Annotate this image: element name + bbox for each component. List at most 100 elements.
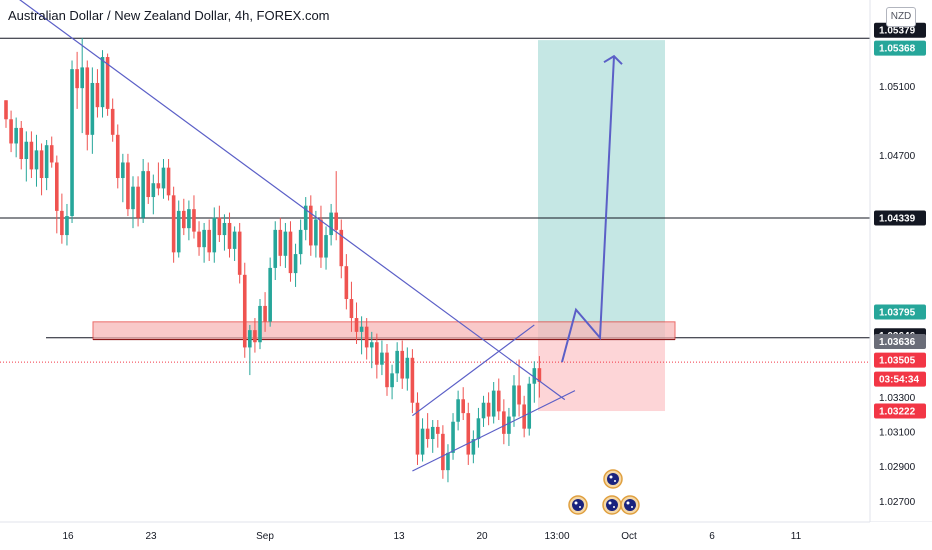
descending-trendline[interactable] (6, 0, 566, 401)
candle[interactable] (359, 326, 364, 332)
candle[interactable] (273, 229, 278, 268)
candle[interactable] (197, 231, 201, 248)
currency-badge[interactable]: NZD (886, 7, 916, 27)
candle[interactable] (192, 209, 196, 232)
candle[interactable] (380, 352, 384, 365)
candle[interactable] (527, 383, 532, 429)
candle[interactable] (100, 57, 105, 108)
candle[interactable] (161, 167, 166, 189)
candle[interactable] (90, 82, 95, 135)
candle[interactable] (293, 254, 298, 274)
australia-flag-icon[interactable] (620, 495, 640, 515)
candle[interactable] (237, 231, 242, 275)
candle[interactable] (4, 100, 8, 120)
candle[interactable] (537, 368, 542, 382)
candle[interactable] (227, 222, 232, 249)
candle[interactable] (60, 210, 64, 236)
channel-trendline[interactable] (412, 390, 576, 472)
candle[interactable] (75, 69, 79, 89)
candle[interactable] (303, 205, 308, 230)
candle[interactable] (532, 368, 537, 384)
candle[interactable] (375, 342, 379, 365)
candle[interactable] (344, 266, 349, 300)
candle[interactable] (425, 428, 430, 440)
price-axis[interactable] (870, 0, 932, 522)
candle[interactable] (202, 229, 206, 248)
candle[interactable] (253, 330, 257, 343)
candle[interactable] (298, 229, 303, 255)
candle[interactable] (441, 433, 445, 471)
candle[interactable] (95, 82, 100, 108)
candle[interactable] (430, 426, 435, 440)
projection-path[interactable] (561, 56, 615, 363)
candle[interactable] (126, 162, 130, 210)
candle[interactable] (410, 357, 415, 403)
australia-flag-icon[interactable] (568, 495, 588, 515)
candle[interactable] (405, 357, 410, 379)
candle[interactable] (187, 209, 191, 229)
candle[interactable] (369, 342, 374, 348)
candle[interactable] (288, 231, 293, 274)
candle[interactable] (49, 145, 54, 163)
candle[interactable] (19, 127, 24, 160)
channel-trendline[interactable] (412, 324, 535, 417)
candle[interactable] (9, 119, 13, 144)
candle[interactable] (29, 141, 34, 170)
candle[interactable] (354, 318, 359, 332)
candle[interactable] (471, 439, 476, 455)
candle[interactable] (105, 57, 110, 109)
candle[interactable] (232, 231, 237, 249)
candle[interactable] (14, 127, 18, 144)
candle[interactable] (283, 231, 288, 256)
candle[interactable] (222, 222, 227, 236)
candle[interactable] (70, 69, 74, 217)
candle[interactable] (329, 212, 333, 236)
candle[interactable] (451, 421, 455, 453)
candle[interactable] (85, 67, 90, 135)
plot-area[interactable] (0, 0, 870, 522)
candle[interactable] (481, 402, 486, 419)
candle[interactable] (217, 217, 222, 236)
candle[interactable] (65, 216, 69, 236)
candle[interactable] (151, 183, 156, 198)
candle[interactable] (456, 399, 460, 422)
candle[interactable] (166, 167, 171, 196)
candle[interactable] (131, 186, 135, 210)
candle[interactable] (110, 108, 115, 135)
candle[interactable] (502, 411, 506, 434)
candle[interactable] (248, 330, 252, 348)
candle[interactable] (314, 219, 318, 246)
candle[interactable] (242, 274, 247, 348)
candle[interactable] (349, 299, 354, 319)
candle[interactable] (522, 404, 526, 429)
candle[interactable] (512, 385, 516, 417)
candle[interactable] (319, 219, 323, 258)
candle[interactable] (55, 162, 59, 211)
candle[interactable] (156, 183, 161, 189)
candle[interactable] (263, 305, 267, 322)
candle[interactable] (39, 150, 44, 179)
candle[interactable] (476, 418, 481, 440)
australia-flag-icon[interactable] (603, 469, 623, 489)
candle[interactable] (146, 171, 151, 198)
candle[interactable] (171, 195, 176, 253)
candle[interactable] (339, 229, 344, 267)
candle[interactable] (121, 162, 125, 179)
candle[interactable] (309, 205, 313, 246)
australia-flag-icon[interactable] (602, 495, 622, 515)
candle[interactable] (486, 402, 491, 417)
candle[interactable] (491, 390, 496, 417)
candle[interactable] (80, 67, 84, 89)
candle[interactable] (258, 305, 262, 343)
candle[interactable] (212, 217, 217, 253)
candle[interactable] (507, 416, 511, 434)
candle[interactable] (390, 373, 394, 388)
candle[interactable] (141, 171, 145, 218)
candle[interactable] (207, 229, 211, 253)
candle[interactable] (446, 452, 450, 471)
candle[interactable] (395, 350, 399, 374)
candle[interactable] (466, 413, 471, 455)
candle[interactable] (44, 145, 49, 179)
candle[interactable] (278, 229, 283, 256)
